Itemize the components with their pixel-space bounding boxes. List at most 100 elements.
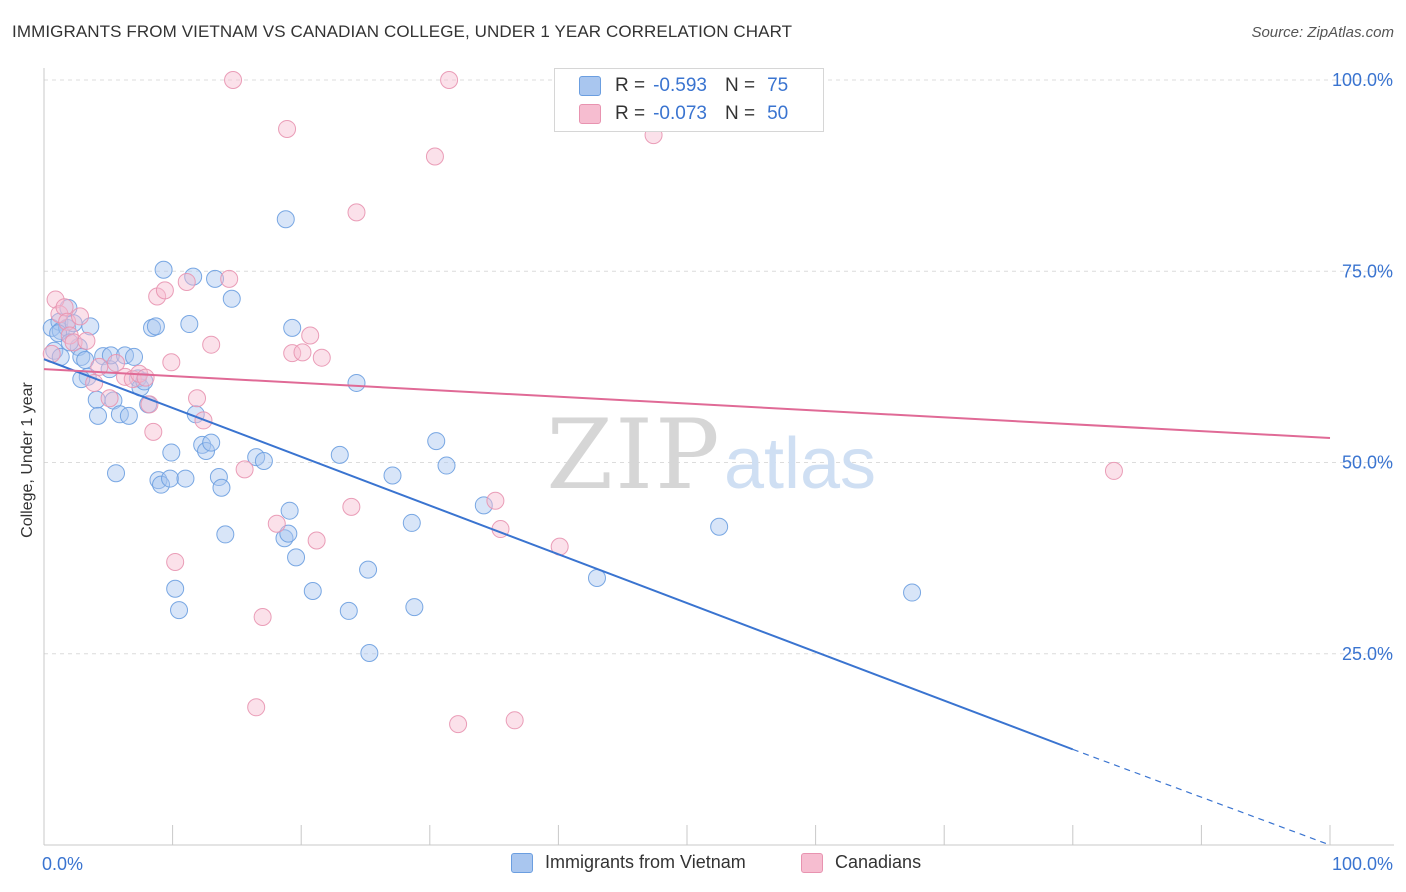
y-tick-label: 50.0% <box>1342 453 1393 473</box>
point-vietnam[interactable] <box>110 405 129 424</box>
point-canadians[interactable] <box>505 711 524 730</box>
legend-n-value: 75 <box>767 75 789 96</box>
point-vietnam[interactable] <box>383 466 402 485</box>
point-canadians[interactable] <box>107 354 126 373</box>
point-canadians[interactable] <box>1104 461 1123 480</box>
point-canadians[interactable] <box>202 335 221 354</box>
point-canadians[interactable] <box>253 608 272 627</box>
point-vietnam[interactable] <box>146 317 165 336</box>
point-vietnam[interactable] <box>276 210 295 229</box>
point-vietnam[interactable] <box>279 524 298 543</box>
point-vietnam[interactable] <box>166 579 185 598</box>
legend-label-vietnam: Immigrants from Vietnam <box>545 852 746 872</box>
legend-swatch-canadians <box>801 852 823 873</box>
point-canadians[interactable] <box>293 343 312 362</box>
point-canadians[interactable] <box>307 531 326 550</box>
point-canadians[interactable] <box>440 71 459 89</box>
point-vietnam[interactable] <box>347 373 366 392</box>
point-canadians[interactable] <box>301 326 320 345</box>
point-canadians[interactable] <box>71 307 90 326</box>
legend-row-canadians: R = -0.073 N = 50 <box>579 102 788 126</box>
point-vietnam[interactable] <box>202 433 221 452</box>
point-canadians[interactable] <box>162 353 181 372</box>
point-vietnam[interactable] <box>283 318 302 337</box>
point-vietnam[interactable] <box>254 451 273 470</box>
y-tick-label: 100.0% <box>1332 70 1393 90</box>
point-vietnam[interactable] <box>216 525 235 544</box>
point-canadians[interactable] <box>347 203 366 222</box>
point-vietnam[interactable] <box>339 601 358 620</box>
point-vietnam[interactable] <box>116 346 135 365</box>
point-vietnam[interactable] <box>89 406 108 425</box>
point-vietnam[interactable] <box>206 269 225 288</box>
point-canadians[interactable] <box>144 422 163 441</box>
point-vietnam[interactable] <box>152 475 171 494</box>
point-vietnam[interactable] <box>402 513 421 532</box>
gridlines <box>44 79 1394 655</box>
point-vietnam[interactable] <box>303 582 322 601</box>
point-vietnam[interactable] <box>280 501 299 520</box>
point-vietnam[interactable] <box>474 496 493 515</box>
point-canadians[interactable] <box>425 147 444 166</box>
point-canadians[interactable] <box>64 333 83 352</box>
point-canadians[interactable] <box>100 389 119 408</box>
point-canadians[interactable] <box>283 344 302 363</box>
point-vietnam[interactable] <box>427 432 446 451</box>
point-canadians[interactable] <box>224 71 243 89</box>
point-canadians[interactable] <box>278 119 297 138</box>
point-vietnam[interactable] <box>119 406 138 425</box>
point-vietnam[interactable] <box>162 443 181 462</box>
point-canadians[interactable] <box>166 552 185 571</box>
trend-line-vietnam-extrapolated <box>1072 748 1331 846</box>
y-tick-label: 75.0% <box>1342 261 1393 281</box>
point-vietnam[interactable] <box>154 260 173 279</box>
series-legend: Immigrants from Vietnam Canadians <box>0 852 1406 878</box>
point-canadians[interactable] <box>77 331 96 350</box>
legend-item-vietnam[interactable]: Immigrants from Vietnam <box>511 852 746 873</box>
point-canadians[interactable] <box>55 298 74 317</box>
point-canadians[interactable] <box>85 373 104 392</box>
point-vietnam[interactable] <box>405 598 424 617</box>
legend-n-value: 50 <box>767 103 789 124</box>
point-canadians[interactable] <box>220 269 239 288</box>
point-canadians[interactable] <box>486 491 505 510</box>
point-vietnam[interactable] <box>212 478 231 497</box>
point-canadians[interactable] <box>267 514 286 533</box>
point-vietnam[interactable] <box>197 442 216 461</box>
point-vietnam[interactable] <box>359 560 378 579</box>
point-vietnam[interactable] <box>170 601 189 620</box>
point-vietnam[interactable] <box>710 517 729 536</box>
source-label: Source: ZipAtlas.com <box>1251 24 1394 41</box>
point-canadians[interactable] <box>342 497 361 516</box>
point-vietnam[interactable] <box>180 315 199 334</box>
point-canadians[interactable] <box>312 348 331 367</box>
legend-swatch-canadians <box>579 104 601 124</box>
point-canadians[interactable] <box>136 368 155 387</box>
legend-item-canadians[interactable]: Canadians <box>801 852 921 873</box>
point-vietnam[interactable] <box>161 469 180 488</box>
point-vietnam[interactable] <box>330 445 349 464</box>
chart-title: IMMIGRANTS FROM VIETNAM VS CANADIAN COLL… <box>12 22 793 41</box>
point-canadians[interactable] <box>188 389 207 408</box>
point-canadians[interactable] <box>235 460 254 479</box>
point-canadians[interactable] <box>46 290 65 309</box>
point-vietnam[interactable] <box>360 643 379 662</box>
legend-r-label: R = <box>615 103 646 124</box>
x-tick-label-min: 0.0% <box>42 854 83 874</box>
point-vietnam[interactable] <box>125 347 144 366</box>
point-vietnam[interactable] <box>287 548 306 567</box>
legend-n-label: N = <box>724 103 756 124</box>
point-canadians[interactable] <box>155 281 174 300</box>
legend-swatch-vietnam <box>579 76 601 96</box>
point-vietnam[interactable] <box>222 289 241 308</box>
point-vietnam[interactable] <box>209 468 228 487</box>
point-canadians[interactable] <box>177 272 196 291</box>
point-canadians[interactable] <box>247 698 266 717</box>
point-vietnam[interactable] <box>903 583 922 602</box>
watermark-atlas: atlas <box>724 424 876 504</box>
point-canadians[interactable] <box>449 715 468 734</box>
legend-r-value: -0.073 <box>653 103 707 124</box>
point-vietnam[interactable] <box>107 464 126 483</box>
point-vietnam[interactable] <box>176 469 195 488</box>
point-vietnam[interactable] <box>437 456 456 475</box>
